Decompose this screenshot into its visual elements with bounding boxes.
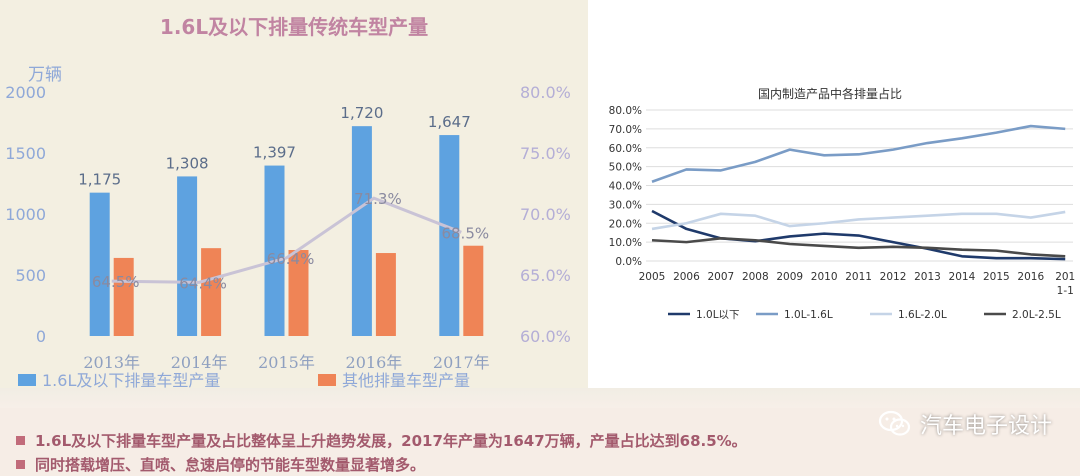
y-right-tick-label: 65.0%	[520, 266, 571, 285]
y-tick-label: 50.0%	[609, 162, 642, 174]
bar-data-label: 1,397	[253, 144, 296, 162]
bar-small-displacement	[89, 192, 110, 336]
y-right-tick-label: 60.0%	[520, 327, 571, 346]
y-left-tick-label: 1500	[5, 144, 46, 163]
x-tick-label: 2015年	[258, 353, 315, 372]
bar-small-displacement	[439, 135, 460, 336]
bar-data-label: 1,647	[428, 113, 471, 131]
x-tick-label: 2012	[880, 271, 907, 283]
y-tick-label: 30.0%	[609, 199, 642, 211]
x-tick-label: 2014	[949, 271, 976, 283]
line-data-label: 68.5%	[441, 224, 489, 242]
summary-panel: 1.6L及以下排量车型产量及占比整体呈上升趋势发展，2017年产量为1647万辆…	[0, 388, 1080, 476]
y-left-tick-label: 0	[36, 327, 46, 346]
bar-data-label: 1,175	[78, 171, 121, 189]
y-tick-label: 10.0%	[609, 237, 642, 249]
line-data-label: 71.3%	[354, 190, 402, 208]
legend-label: 1.0L以下	[696, 309, 740, 321]
x-tick-label: 2011	[845, 271, 872, 283]
bar-small-displacement	[351, 126, 372, 336]
x-tick-label: 2006	[673, 271, 700, 283]
bar-data-label: 1,308	[166, 154, 209, 172]
series-line	[651, 124, 1066, 183]
chart-title: 国内制造产品中各排量占比	[758, 86, 902, 101]
wechat-icon	[878, 410, 911, 436]
share-line	[111, 196, 462, 284]
x-tick-label: 2017年	[433, 353, 490, 372]
series-line	[651, 237, 1066, 258]
x-tick-label: 2010	[811, 271, 838, 283]
y-tick-label: 60.0%	[609, 143, 642, 155]
x-tick-label: 2008	[742, 271, 769, 283]
y-tick-label: 0.0%	[615, 256, 642, 268]
x-tick-label: 2013年	[83, 353, 140, 372]
y-tick-label: 70.0%	[609, 124, 642, 136]
bar-other-displacement	[375, 253, 396, 336]
y-right-tick-label: 70.0%	[520, 205, 571, 224]
bar-other-displacement	[288, 249, 309, 336]
x-tick-label: 2007	[708, 271, 735, 283]
y-unit-label: 万辆	[28, 65, 62, 85]
line-data-label: 66.4%	[267, 250, 315, 268]
summary-text-2: 同时搭载增压、直喷、怠速启停的节能车型数量显著增多。	[35, 456, 426, 474]
brand-watermark: 汽车电子设计	[878, 408, 1052, 440]
x-tick-label: 2005	[639, 271, 666, 283]
bar-small-displacement	[264, 165, 285, 336]
legend-swatch-other-displacement	[318, 374, 336, 386]
legend-label: 1.6L-2.0L	[898, 309, 947, 321]
y-right-tick-label: 80.0%	[520, 83, 571, 102]
summary-text-1: 1.6L及以下排量车型产量及占比整体呈上升趋势发展，2017年产量为1647万辆…	[35, 432, 747, 450]
series-line	[651, 210, 1066, 231]
y-tick-label: 80.0%	[609, 105, 642, 117]
line-data-label: 64.4%	[179, 274, 227, 292]
legend-swatch-small-displacement	[18, 374, 36, 386]
x-tick-label: 2016年	[346, 353, 403, 372]
bar-other-displacement	[201, 248, 222, 336]
x-tick-label: 2016	[1017, 271, 1044, 283]
y-left-tick-label: 500	[15, 266, 46, 285]
displacement-share-chart: 国内制造产品中各排量占比 0.0% 10.0% 20.0% 30.0% 40.0% 50.0…	[609, 86, 1076, 321]
bullet-square-icon	[16, 460, 25, 469]
x-tick-label: 2009	[776, 271, 803, 283]
legend-label-small-displacement: 1.6L及以下排量车型产量	[42, 371, 220, 388]
y-tick-label: 20.0%	[609, 218, 642, 230]
summary-bullet-1: 1.6L及以下排量车型产量及占比整体呈上升趋势发展，2017年产量为1647万辆…	[16, 430, 747, 451]
summary-divider	[0, 388, 1080, 408]
legend-label-other-displacement: 其他排量车型产量	[342, 371, 470, 388]
legend-label: 2.0L-2.5L	[1012, 309, 1061, 321]
x-tick-label: 2013	[914, 271, 941, 283]
x-tick-label: 201	[1055, 271, 1075, 283]
bullet-square-icon	[16, 436, 25, 445]
brand-name: 汽车电子设计	[919, 414, 1052, 439]
y-tick-label: 40.0%	[609, 181, 642, 193]
line-data-label: 64.5%	[92, 273, 140, 291]
y-left-tick-label: 1000	[5, 205, 46, 224]
bar-small-displacement	[177, 176, 198, 336]
x-tick-label: 2015	[983, 271, 1010, 283]
bar-other-displacement	[113, 257, 134, 336]
bar-other-displacement	[463, 245, 484, 336]
x-tick-sublabel: 1-1	[1057, 285, 1074, 297]
chart-title: 1.6L及以下排量传统车型产量	[160, 15, 428, 39]
y-left-tick-label: 2000	[5, 83, 46, 102]
right-chart-panel: 国内制造产品中各排量占比 0.0% 10.0% 20.0% 30.0% 40.0% 50.0…	[588, 62, 1080, 392]
legend-label: 1.0L-1.6L	[784, 309, 833, 321]
x-tick-label: 2014年	[171, 353, 228, 372]
y-right-tick-label: 75.0%	[520, 144, 571, 163]
bar-data-label: 1,720	[340, 104, 383, 122]
left-chart-panel: 1.6L及以下排量传统车型产量万辆 0 500 1000 1500 2000 60.0% 65…	[0, 0, 588, 388]
summary-bullet-2: 同时搭载增压、直喷、怠速启停的节能车型数量显著增多。	[16, 454, 425, 475]
